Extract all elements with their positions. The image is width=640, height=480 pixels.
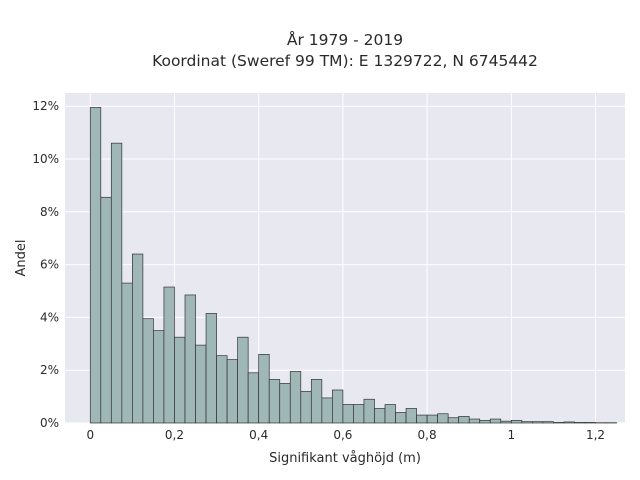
y-tick-label: 8% — [40, 205, 59, 219]
histogram-bar — [532, 421, 544, 424]
y-tick-label: 10% — [32, 152, 59, 166]
histogram-bar — [395, 412, 407, 424]
histogram-bar — [416, 414, 428, 424]
histogram-bar — [342, 404, 354, 424]
histogram-bar — [510, 420, 523, 424]
y-axis-ticks: 0% 2% 4% 6% 8% 10% 12% — [32, 99, 59, 430]
histogram-bar — [405, 408, 417, 424]
y-axis-title: Andel — [14, 240, 29, 277]
histogram-bar — [174, 336, 186, 424]
chart-title-line-1: År 1979 - 2019 — [287, 30, 403, 49]
histogram-bar — [426, 414, 438, 424]
x-tick-label: 1,2 — [586, 428, 605, 442]
histogram-bar — [289, 371, 302, 424]
histogram-bar — [89, 107, 102, 424]
histogram-bar — [247, 372, 260, 424]
histogram-bars — [89, 107, 617, 424]
histogram-bar — [584, 422, 596, 424]
histogram-bar — [574, 422, 586, 424]
x-tick-label: 1 — [507, 428, 515, 442]
x-tick-label: 0,6 — [333, 428, 352, 442]
y-tick-label: 0% — [40, 416, 59, 430]
x-tick-label: 0,8 — [418, 428, 437, 442]
histogram-bar — [489, 418, 502, 424]
histogram-bar — [479, 420, 491, 424]
histogram-bar — [458, 416, 470, 424]
y-tick-label: 4% — [40, 310, 59, 324]
chart-title-line-2: Koordinat (Sweref 99 TM): E 1329722, N 6… — [152, 52, 538, 70]
histogram-bar — [226, 359, 238, 424]
histogram-bar — [205, 313, 217, 424]
x-axis-ticks: 0 0,2 0,4 0,6 0,8 1 1,2 — [86, 428, 605, 442]
histogram-bar — [153, 330, 165, 424]
histogram-bar — [110, 142, 123, 424]
histogram-bar — [100, 196, 112, 424]
histogram-bar — [195, 344, 207, 424]
histogram-bar — [374, 408, 386, 424]
histogram-bar — [300, 390, 312, 424]
x-tick-label: 0,4 — [249, 428, 268, 442]
histogram-bar — [521, 421, 533, 424]
histogram-bar — [268, 379, 281, 424]
histogram-bar — [563, 421, 575, 424]
histogram-bar — [142, 318, 154, 424]
histogram-bar — [384, 404, 396, 424]
histogram-bar — [258, 354, 270, 424]
histogram-bar — [216, 355, 228, 424]
histogram-bar — [468, 418, 481, 424]
histogram-bar — [553, 422, 565, 424]
histogram-bar — [353, 404, 365, 424]
histogram-bar — [310, 379, 323, 424]
y-tick-label: 6% — [40, 258, 59, 272]
histogram-bar — [500, 420, 512, 424]
y-tick-label: 2% — [40, 363, 59, 377]
x-tick-label: 0,2 — [165, 428, 184, 442]
histogram-bar — [332, 389, 344, 424]
histogram-bar — [542, 421, 554, 424]
x-axis-title: Signifikant våghöjd (m) — [269, 451, 421, 466]
histogram-bar — [437, 413, 449, 424]
histogram-bar — [279, 383, 291, 424]
histogram-bar — [447, 417, 460, 424]
histogram-bar — [163, 286, 175, 424]
x-tick-label: 0 — [86, 428, 94, 442]
y-tick-label: 12% — [32, 99, 59, 113]
histogram-bar — [237, 336, 249, 424]
histogram-bar — [184, 294, 196, 424]
histogram-bar — [363, 398, 375, 424]
histogram-bar — [121, 282, 133, 424]
histogram-bar — [132, 253, 144, 424]
histogram-bar — [321, 397, 333, 424]
